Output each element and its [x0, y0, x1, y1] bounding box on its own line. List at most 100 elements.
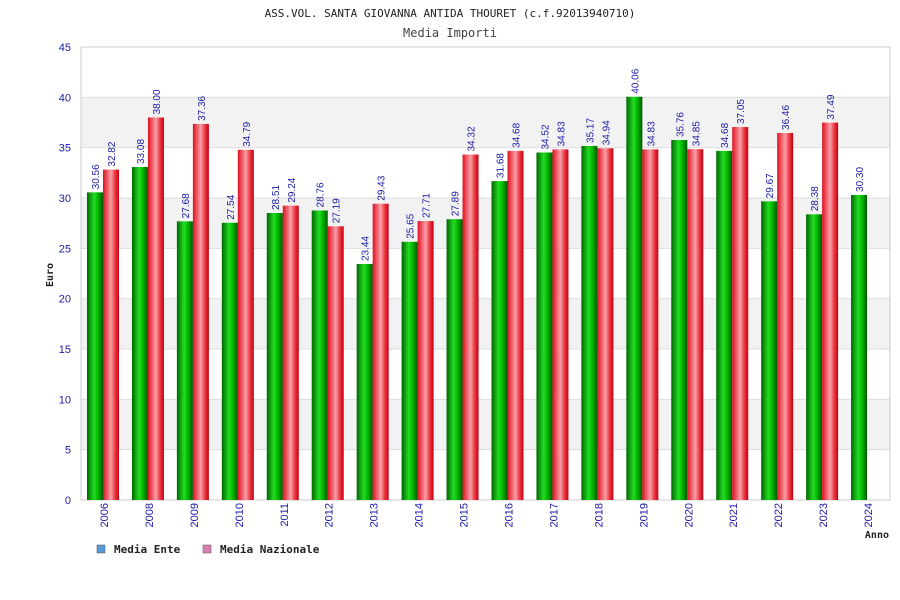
- data-label: 27.68: [181, 193, 192, 218]
- x-tick-label: 2014: [414, 503, 426, 527]
- bar-media-ente: [536, 152, 553, 501]
- data-label: 37.05: [736, 99, 747, 124]
- data-label: 27.19: [332, 198, 343, 223]
- legend: Media Ente Media Nazionale: [96, 543, 320, 556]
- bar-media-ente: [176, 221, 193, 500]
- data-label: 27.54: [226, 194, 237, 219]
- legend-swatch-0: [96, 544, 106, 554]
- x-axis-label: Anno: [865, 530, 889, 541]
- data-label: 40.06: [630, 68, 641, 93]
- x-tick-label: 2013: [369, 503, 381, 527]
- data-label: 23.44: [361, 236, 372, 261]
- legend-swatch-1: [202, 544, 212, 554]
- data-label: 29.43: [377, 175, 388, 200]
- bar-media-nazionale: [372, 203, 389, 500]
- grid-band: [81, 97, 890, 148]
- bar-media-ente: [131, 166, 148, 500]
- grid-band: [81, 198, 890, 249]
- bar-media-nazionale: [192, 123, 209, 500]
- data-label: 34.83: [646, 121, 657, 146]
- bar-media-nazionale: [732, 127, 749, 500]
- x-tick-label: 2017: [548, 503, 560, 527]
- x-tick-label: 2012: [324, 503, 336, 527]
- y-tick-label: 20: [59, 294, 71, 306]
- bar-media-ente: [491, 181, 508, 500]
- bar-media-nazionale: [417, 221, 434, 500]
- bar-media-nazionale: [552, 149, 569, 501]
- data-label: 35.17: [585, 117, 596, 142]
- bar-media-ente: [626, 96, 643, 500]
- data-label: 27.71: [422, 193, 433, 218]
- bar-media-ente: [671, 140, 688, 501]
- y-tick-label: 10: [59, 394, 71, 406]
- grid-band: [81, 399, 890, 450]
- value-labels: 30.56 32.82 33.08 38.00 27.68 37.36 27.54 34.79…: [91, 68, 866, 261]
- y-tick-label: 5: [65, 445, 71, 457]
- data-label: 30.56: [91, 164, 102, 189]
- y-tick-label: 15: [59, 344, 71, 356]
- data-label: 25.65: [406, 213, 417, 238]
- x-tick-label: 2023: [818, 503, 830, 527]
- bar-media-ente: [311, 210, 328, 500]
- data-label: 34.94: [601, 120, 612, 145]
- bar-media-ente: [401, 241, 418, 501]
- bar-media-nazionale: [327, 226, 344, 500]
- data-label: 34.32: [467, 126, 478, 151]
- y-tick-label: 25: [59, 243, 71, 255]
- bar-media-ente: [761, 201, 778, 500]
- bar-media-ente: [221, 222, 238, 500]
- data-label: 29.67: [765, 173, 776, 198]
- data-label: 34.85: [691, 121, 702, 146]
- x-tick-label: 2006: [99, 503, 111, 527]
- data-label: 34.83: [556, 121, 567, 146]
- data-label: 34.52: [540, 124, 551, 149]
- data-label: 31.68: [496, 153, 507, 178]
- x-axis-ticks: 2006 2008 2009 2010 2011 2012 2013 2014 2015 2016…: [99, 503, 875, 527]
- grid-bands: [81, 97, 890, 450]
- data-label: 28.38: [810, 186, 821, 211]
- bar-media-ente: [806, 214, 823, 501]
- chart-subtitle: Media Importi: [403, 26, 497, 40]
- bar-media-ente: [356, 264, 373, 500]
- chart-title: ASS.VOL. SANTA GIOVANNA ANTIDA THOURET (…: [265, 7, 636, 20]
- bar-media-ente: [87, 192, 103, 500]
- bar-media-nazionale: [103, 169, 119, 500]
- x-tick-label: 2024: [863, 503, 875, 527]
- x-tick-label: 2009: [189, 503, 201, 527]
- data-label: 28.76: [316, 182, 327, 207]
- x-tick-label: 2011: [279, 503, 291, 527]
- x-tick-label: 2022: [773, 503, 785, 527]
- data-label: 34.68: [512, 122, 523, 147]
- data-label: 34.79: [242, 121, 253, 146]
- bar-media-ente: [581, 145, 598, 501]
- bar-media-ente: [716, 150, 733, 500]
- bar-media-nazionale: [507, 150, 524, 500]
- x-tick-label: 2015: [459, 503, 471, 527]
- data-label: 32.82: [107, 141, 118, 166]
- bar-media-nazionale: [777, 132, 794, 500]
- y-axis-ticks: 0 5 10 15 20 25 30 35 40 45: [59, 42, 71, 507]
- bar-media-ente: [446, 219, 463, 500]
- x-tick-label: 2018: [593, 503, 605, 527]
- bar-media-nazionale: [642, 149, 659, 501]
- x-tick-label: 2010: [234, 503, 246, 527]
- bar-media-nazionale: [462, 154, 479, 500]
- data-label: 37.36: [197, 95, 208, 120]
- plot-area-border: [80, 46, 891, 501]
- bar-media-nazionale: [597, 148, 614, 500]
- x-tick-label: 2021: [728, 503, 740, 527]
- y-tick-label: 0: [65, 495, 71, 507]
- bar-media-nazionale: [237, 149, 254, 500]
- legend-label-0: Media Ente: [114, 543, 181, 556]
- legend-label-1: Media Nazionale: [220, 543, 320, 556]
- data-label: 30.30: [855, 167, 866, 192]
- y-tick-label: 40: [59, 92, 71, 104]
- data-label: 27.89: [451, 191, 462, 216]
- data-label: 29.24: [287, 177, 298, 202]
- x-tick-label: 2008: [144, 503, 156, 527]
- bars: [87, 96, 868, 501]
- data-label: 36.46: [781, 105, 792, 130]
- bar-media-nazionale: [282, 205, 299, 500]
- bar-media-nazionale: [822, 122, 839, 500]
